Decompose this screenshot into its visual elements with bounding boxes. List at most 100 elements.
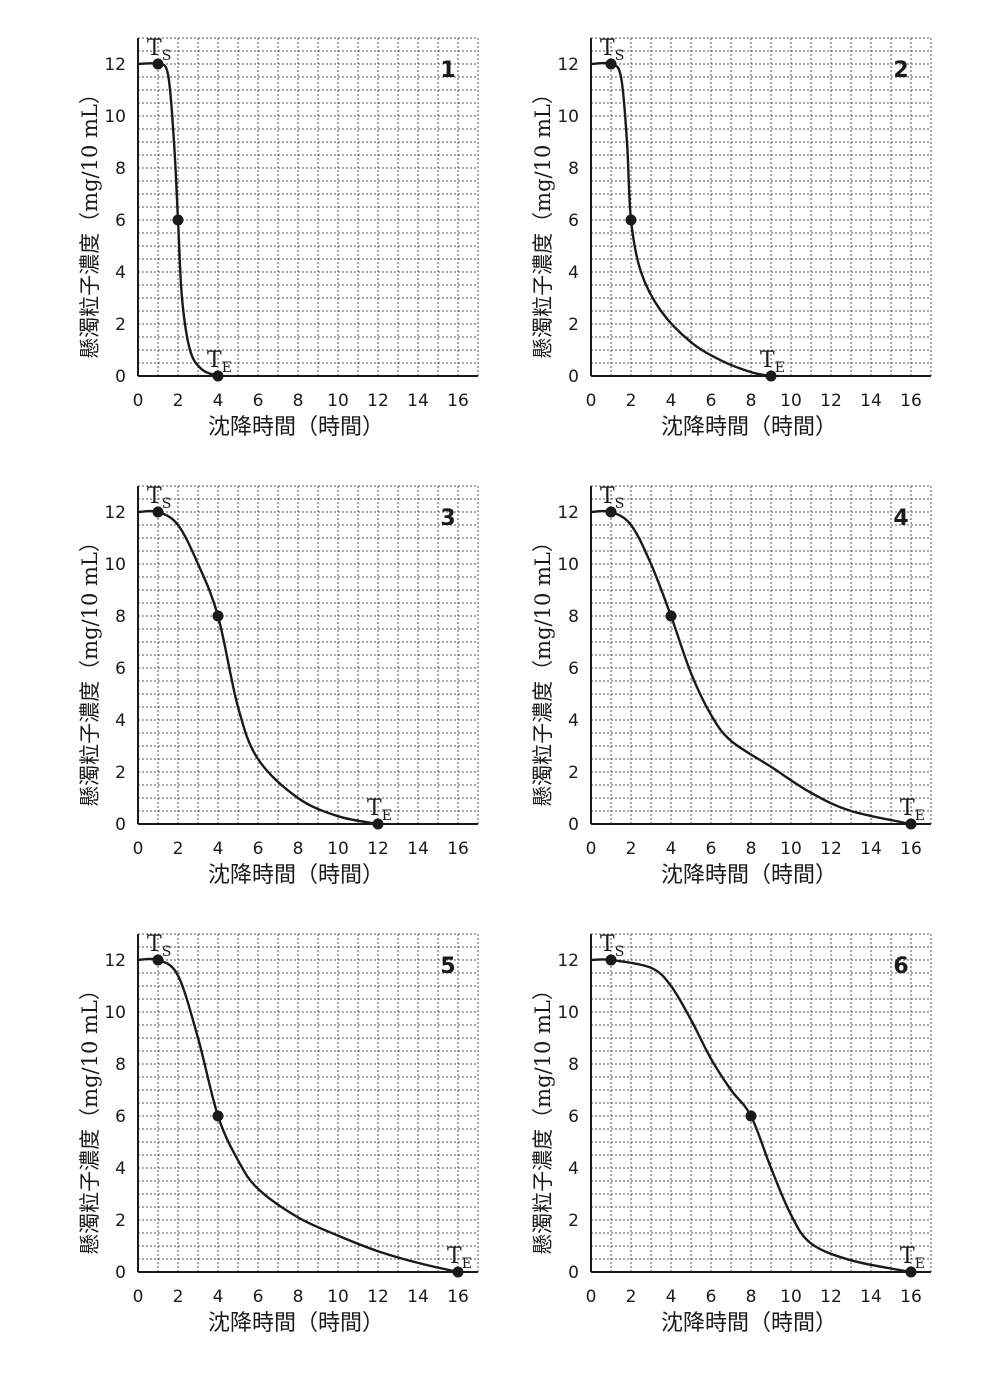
x-tick-label: 16 — [447, 391, 469, 411]
data-point — [212, 610, 224, 622]
x-tick-label: 6 — [706, 391, 717, 411]
x-tick-label: 14 — [860, 1287, 882, 1307]
y-tick-label: 12 — [557, 55, 579, 75]
x-tick-label: 6 — [253, 1287, 264, 1307]
grid — [591, 485, 932, 824]
data-point — [212, 1110, 224, 1122]
x-tick-label: 6 — [253, 839, 264, 859]
x-axis-title: 沈降時間（時間） — [660, 415, 837, 440]
data-point — [665, 610, 677, 622]
y-tick-label: 10 — [557, 1003, 579, 1023]
y-tick-label: 8 — [568, 607, 579, 627]
data-point — [605, 58, 617, 70]
x-tick-label: 14 — [407, 1287, 429, 1307]
x-tick-label: 10 — [780, 1287, 802, 1307]
grid — [591, 933, 932, 1272]
panel-number: 2 — [893, 58, 908, 83]
y-tick-label: 0 — [568, 367, 579, 387]
y-tick-label: 6 — [568, 1107, 579, 1127]
x-tick-label: 0 — [586, 839, 597, 859]
x-tick-label: 16 — [447, 839, 469, 859]
y-tick-label: 0 — [568, 815, 579, 835]
y-tick-label: 2 — [115, 1211, 126, 1231]
x-tick-label: 12 — [367, 1287, 389, 1307]
panel-number: 3 — [440, 506, 455, 531]
y-tick-label: 4 — [115, 711, 126, 731]
y-tick-label: 0 — [115, 1263, 126, 1283]
x-axis-title: 沈降時間（時間） — [207, 863, 384, 888]
x-tick-label: 0 — [586, 1287, 597, 1307]
y-tick-label: 2 — [568, 763, 579, 783]
y-tick-label: 12 — [104, 55, 126, 75]
panel-number: 4 — [893, 506, 908, 531]
y-tick-label: 12 — [557, 951, 579, 971]
x-tick-label: 2 — [626, 391, 637, 411]
data-point — [625, 214, 637, 226]
x-tick-label: 8 — [746, 839, 757, 859]
x-tick-label: 14 — [860, 391, 882, 411]
y-tick-label: 10 — [557, 107, 579, 127]
x-tick-label: 12 — [820, 391, 842, 411]
point-label-te: TE — [900, 1244, 925, 1272]
y-tick-label: 4 — [115, 263, 126, 283]
y-tick-label: 10 — [104, 1003, 126, 1023]
grid — [138, 37, 479, 376]
concentration-curve — [137, 957, 459, 1274]
x-tick-label: 4 — [666, 839, 677, 859]
y-axis-title: 懸濁粒子濃度（mg/10 mL） — [531, 979, 555, 1255]
y-tick-label: 10 — [104, 107, 126, 127]
x-tick-label: 14 — [407, 391, 429, 411]
x-tick-label: 16 — [900, 1287, 922, 1307]
y-tick-label: 6 — [115, 659, 126, 679]
data-point — [745, 1110, 757, 1122]
x-tick-label: 16 — [900, 391, 922, 411]
data-point — [905, 1266, 917, 1278]
grid — [138, 933, 479, 1272]
data-point — [605, 954, 617, 966]
y-tick-label: 8 — [115, 1055, 126, 1075]
data-point — [212, 370, 224, 382]
x-tick-label: 10 — [327, 391, 349, 411]
x-tick-label: 12 — [367, 839, 389, 859]
grid — [591, 37, 932, 376]
data-point — [152, 506, 164, 518]
x-tick-label: 10 — [780, 839, 802, 859]
y-tick-label: 6 — [568, 659, 579, 679]
y-tick-label: 8 — [568, 1055, 579, 1075]
x-tick-label: 14 — [407, 839, 429, 859]
x-axis-title: 沈降時間（時間） — [207, 415, 384, 440]
data-point — [905, 818, 917, 830]
x-tick-label: 12 — [820, 839, 842, 859]
point-label-ts: TS — [600, 932, 624, 960]
x-tick-label: 8 — [746, 391, 757, 411]
x-tick-label: 16 — [900, 839, 922, 859]
data-point — [152, 954, 164, 966]
x-tick-label: 2 — [173, 839, 184, 859]
y-tick-label: 10 — [557, 555, 579, 575]
x-tick-label: 8 — [293, 839, 304, 859]
x-tick-label: 10 — [327, 839, 349, 859]
grid — [138, 485, 479, 824]
panel-number: 6 — [893, 954, 908, 979]
data-point — [172, 214, 184, 226]
x-tick-label: 6 — [706, 839, 717, 859]
data-point — [452, 1266, 464, 1278]
x-tick-label: 0 — [586, 391, 597, 411]
y-tick-label: 12 — [104, 951, 126, 971]
panel-number: 5 — [440, 954, 455, 979]
y-tick-label: 6 — [568, 211, 579, 231]
y-tick-label: 2 — [115, 763, 126, 783]
y-tick-label: 12 — [104, 503, 126, 523]
x-tick-label: 4 — [213, 839, 224, 859]
y-tick-label: 8 — [568, 159, 579, 179]
concentration-curve — [137, 509, 379, 826]
x-tick-label: 6 — [253, 391, 264, 411]
x-axis-title: 沈降時間（時間） — [207, 1311, 384, 1336]
x-tick-label: 6 — [706, 1287, 717, 1307]
y-tick-label: 0 — [568, 1263, 579, 1283]
